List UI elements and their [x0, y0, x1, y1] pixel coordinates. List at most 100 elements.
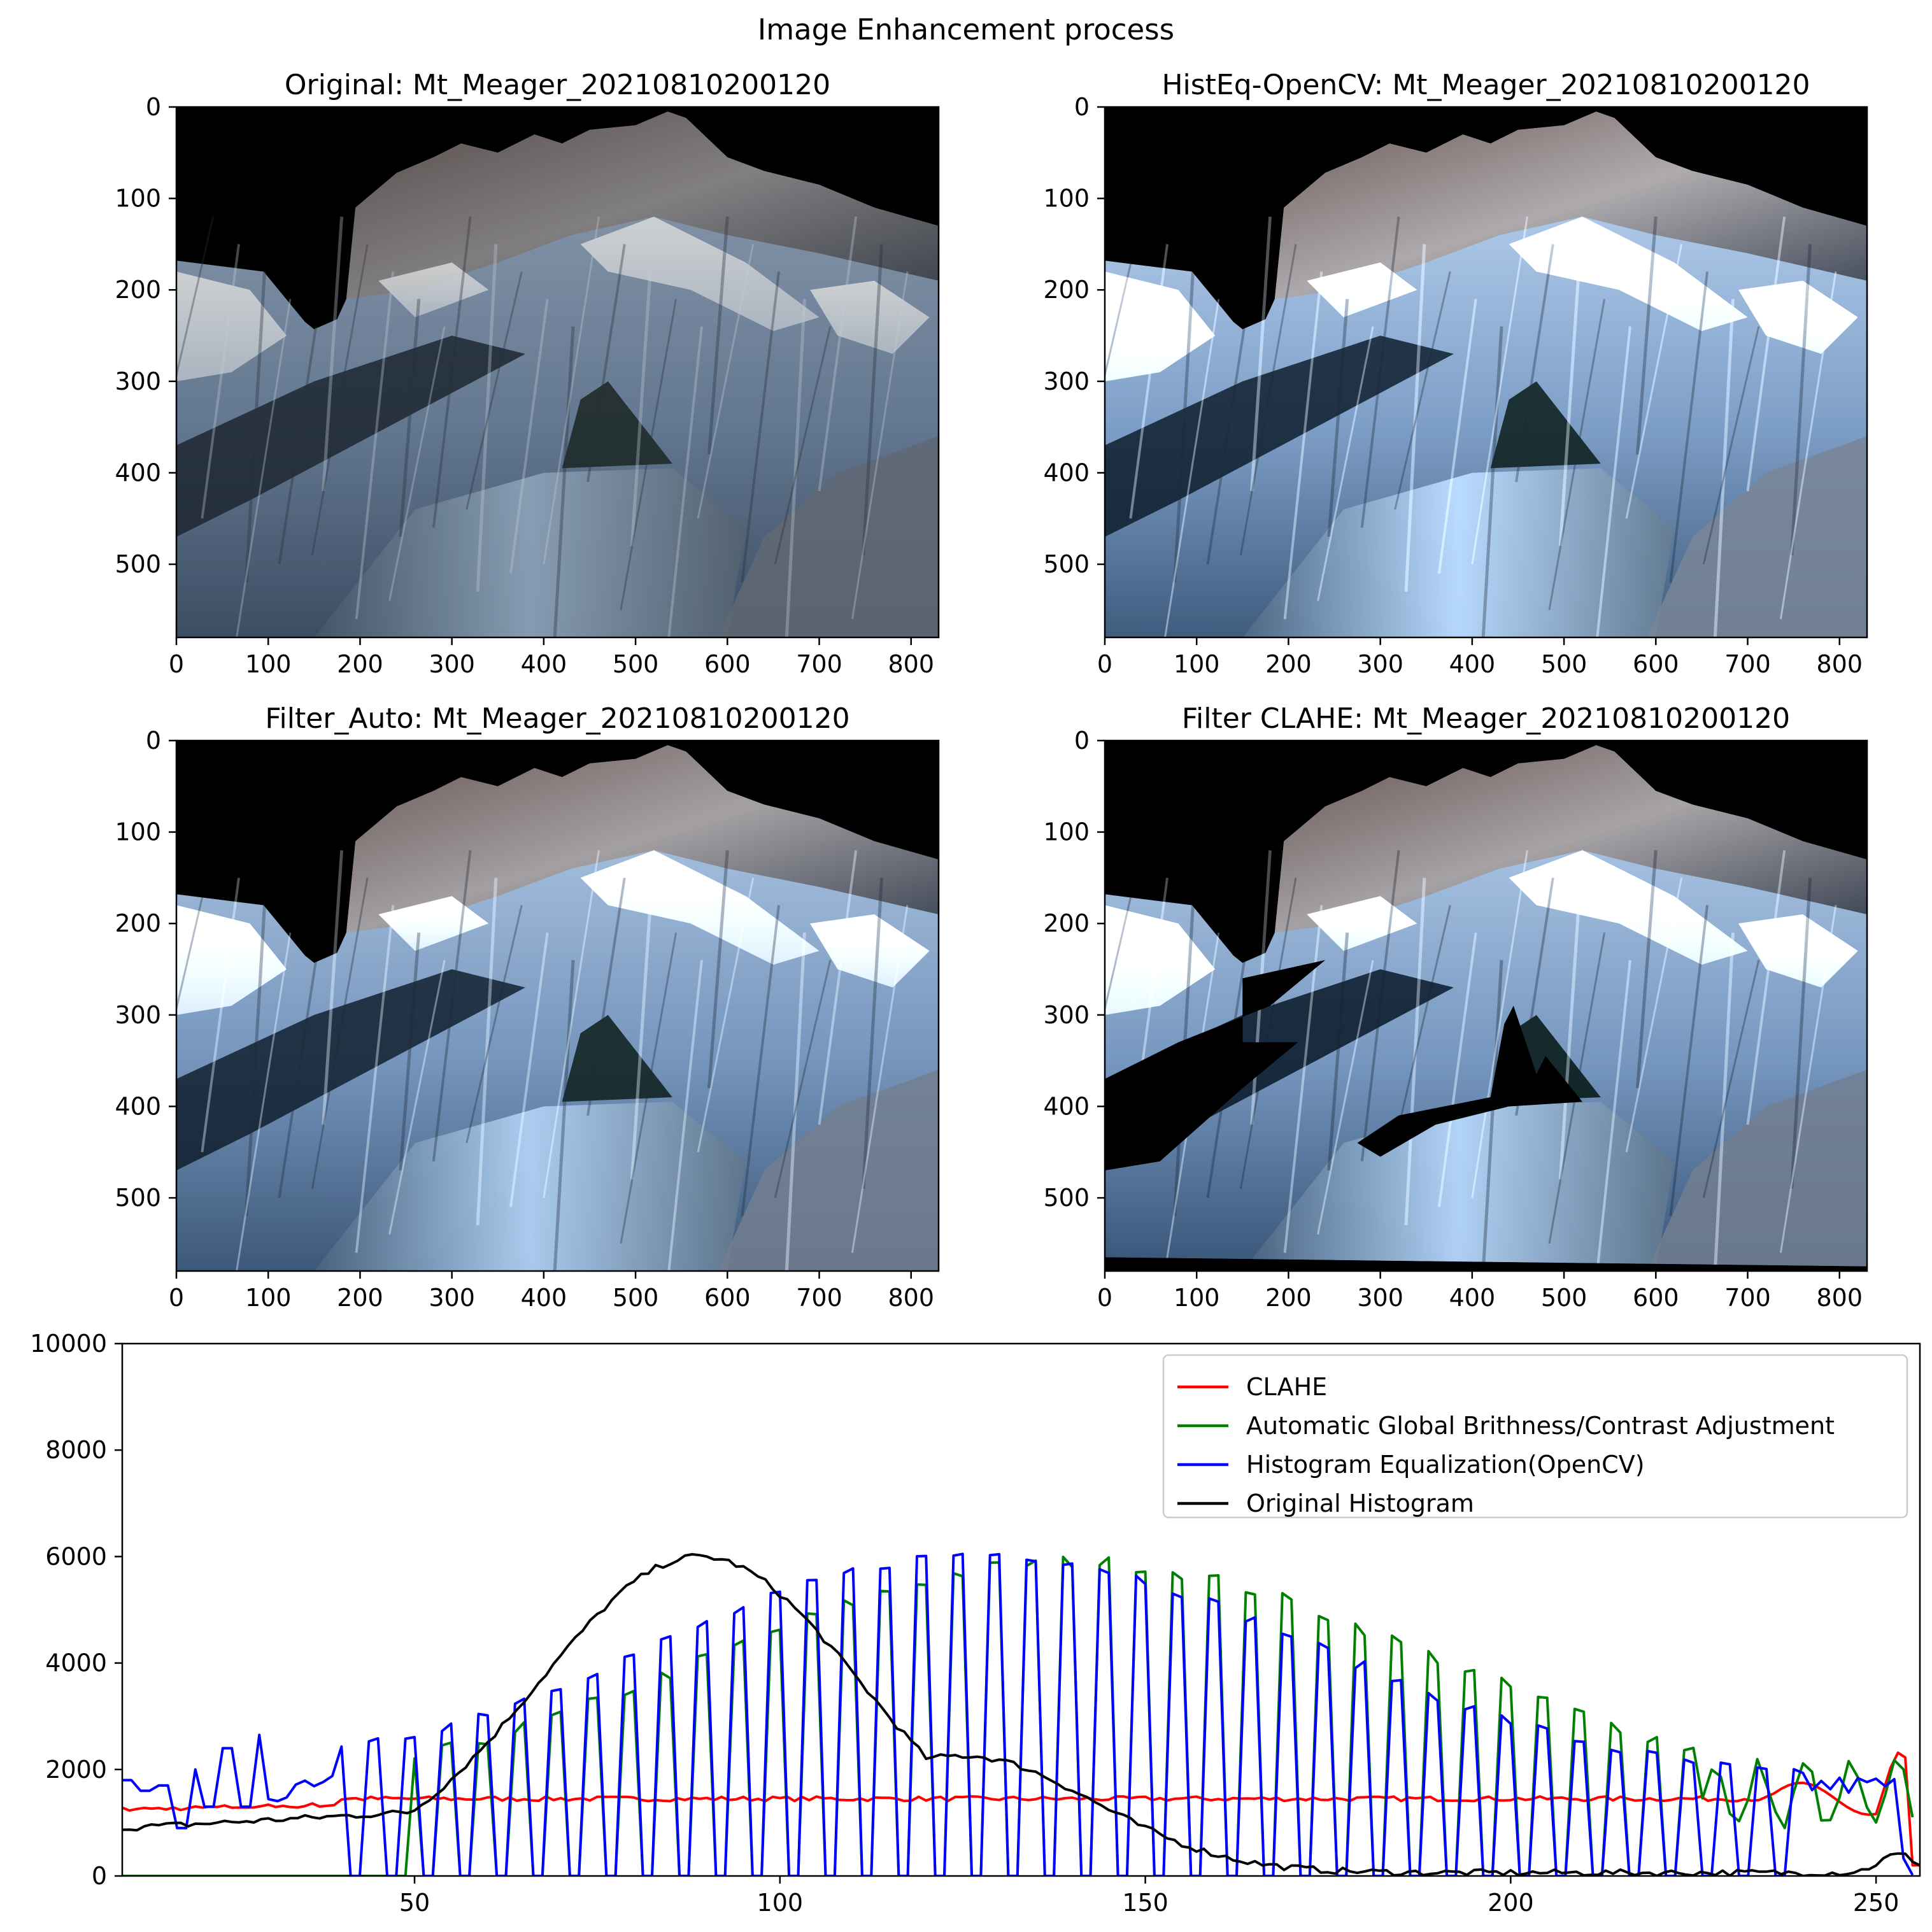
histogram-chart: 50 100 150 200 250 0 2000 4000 6000 8000 10000 CLAH… [30, 1330, 1921, 1917]
y-tick-label: 200 [115, 909, 161, 937]
histogram-x-tick-label: 100 [757, 1889, 804, 1917]
y-tick-label: 200 [1043, 909, 1090, 937]
y-tick-label: 0 [1074, 727, 1090, 755]
chart-legend: CLAHE Automatic Global Brithness/Contrast… [1162, 1354, 1908, 1519]
y-tick-label: 100 [115, 818, 161, 846]
legend-label-histeq: Histogram Equalization(OpenCV) [1246, 1451, 1645, 1479]
y-tick-label: 400 [1043, 1092, 1090, 1120]
histogram-axes-frame [121, 1342, 1921, 1877]
x-tick-label: 700 [1724, 650, 1771, 678]
x-tick-label: 700 [1724, 1284, 1771, 1312]
y-tick-label: 400 [1043, 458, 1090, 487]
x-tick-label: 0 [169, 650, 184, 678]
x-tick-label: 100 [245, 1284, 292, 1312]
legend-label-clahe: CLAHE [1246, 1373, 1327, 1401]
x-tick-label: 100 [1174, 1284, 1220, 1312]
y-tick-label: 100 [1043, 185, 1090, 213]
x-tick-label: 300 [1357, 1284, 1403, 1312]
y-tick-label: 500 [1043, 1184, 1090, 1212]
x-tick-label: 400 [521, 1284, 567, 1312]
y-tick-label: 0 [146, 93, 161, 121]
x-tick-label: 400 [1449, 650, 1496, 678]
y-tick-label: 300 [1043, 1001, 1090, 1029]
x-tick-label: 100 [245, 650, 292, 678]
image-axes-frame [175, 106, 940, 639]
x-tick-label: 600 [704, 650, 751, 678]
y-tick-label: 300 [115, 367, 161, 395]
y-tick-label: 500 [1043, 550, 1090, 578]
histogram-y-tick-label: 0 [92, 1862, 107, 1890]
panel-title: Filter_Auto: Mt_Meager_20210810200120 [265, 702, 849, 735]
x-tick-label: 700 [796, 650, 842, 678]
histogram-y-tick-label: 10000 [30, 1330, 107, 1358]
x-tick-label: 700 [796, 1284, 842, 1312]
x-tick-label: 0 [1097, 1284, 1112, 1312]
x-tick-label: 400 [1449, 1284, 1496, 1312]
histogram-x-tick-label: 250 [1853, 1889, 1900, 1917]
panel-title: HistEq-OpenCV: Mt_Meager_20210810200120 [1161, 69, 1810, 101]
mountain-image [176, 741, 939, 1271]
x-tick-label: 0 [1097, 650, 1112, 678]
image-axes-frame [175, 739, 940, 1272]
histogram-x-tick-label: 200 [1488, 1889, 1534, 1917]
image-axes-frame [1104, 106, 1868, 639]
x-tick-label: 600 [1633, 1284, 1679, 1312]
image-panels: Original: Mt_Meager_20210810200120 0 100 20… [115, 69, 1868, 1312]
histogram-y-tick-label: 6000 [45, 1542, 107, 1570]
x-tick-label: 600 [1633, 650, 1679, 678]
y-tick-label: 500 [115, 1184, 161, 1212]
legend-label-auto: Automatic Global Brithness/Contrast Adju… [1246, 1412, 1835, 1440]
x-tick-label: 200 [337, 1284, 383, 1312]
histogram-y-tick-label: 8000 [45, 1436, 107, 1464]
x-tick-label: 100 [1174, 650, 1220, 678]
y-tick-label: 500 [115, 550, 161, 578]
image-panel-clahe: Filter CLAHE: Mt_Meager_20210810200120 0 1… [1043, 702, 1868, 1312]
y-tick-label: 0 [1074, 93, 1090, 121]
x-tick-label: 500 [613, 1284, 659, 1312]
image-axes-frame [1104, 739, 1868, 1272]
y-tick-label: 200 [1043, 276, 1090, 304]
x-tick-label: 400 [521, 650, 567, 678]
series-lines [122, 1552, 1920, 1876]
histogram-y-tick-label: 4000 [45, 1649, 107, 1677]
x-tick-label: 200 [337, 650, 383, 678]
mountain-image [1105, 107, 1867, 637]
histogram-y-tick-label: 2000 [45, 1756, 107, 1784]
mountain-image [176, 107, 939, 637]
x-tick-label: 300 [429, 650, 475, 678]
series-line-histeq [122, 1552, 1914, 1876]
y-tick-label: 400 [115, 1092, 161, 1120]
histogram-x-tick-label: 50 [399, 1889, 430, 1917]
x-tick-label: 800 [888, 1284, 934, 1312]
image-panel-auto: Filter_Auto: Mt_Meager_20210810200120 0 10… [115, 702, 940, 1312]
y-tick-label: 100 [115, 185, 161, 213]
x-tick-label: 300 [429, 1284, 475, 1312]
x-tick-label: 500 [1541, 1284, 1588, 1312]
x-tick-label: 300 [1357, 650, 1403, 678]
legend-label-original: Original Histogram [1246, 1489, 1474, 1517]
x-tick-label: 800 [1816, 1284, 1863, 1312]
series-line-clahe [122, 1751, 1920, 1867]
x-tick-label: 800 [1816, 650, 1863, 678]
y-tick-label: 400 [115, 458, 161, 487]
y-tick-label: 0 [146, 727, 161, 755]
x-tick-label: 600 [704, 1284, 751, 1312]
figure-suptitle: Image Enhancement process [758, 13, 1174, 46]
x-tick-label: 200 [1265, 1284, 1312, 1312]
x-tick-label: 500 [1541, 650, 1588, 678]
y-tick-label: 200 [115, 276, 161, 304]
image-panel-original: Original: Mt_Meager_20210810200120 0 100 20… [115, 69, 940, 678]
x-tick-label: 200 [1265, 650, 1312, 678]
panel-title: Original: Mt_Meager_20210810200120 [285, 69, 830, 101]
x-tick-label: 800 [888, 650, 934, 678]
series-line-auto [122, 1556, 1914, 1876]
y-tick-label: 100 [1043, 818, 1090, 846]
y-tick-label: 300 [115, 1001, 161, 1029]
panel-title: Filter CLAHE: Mt_Meager_20210810200120 [1182, 702, 1790, 735]
series-line-original [122, 1552, 1920, 1876]
y-tick-label: 300 [1043, 367, 1090, 395]
image-panel-histeq: HistEq-OpenCV: Mt_Meager_20210810200120 0… [1043, 69, 1868, 678]
x-tick-label: 0 [169, 1284, 184, 1312]
x-tick-label: 500 [613, 650, 659, 678]
